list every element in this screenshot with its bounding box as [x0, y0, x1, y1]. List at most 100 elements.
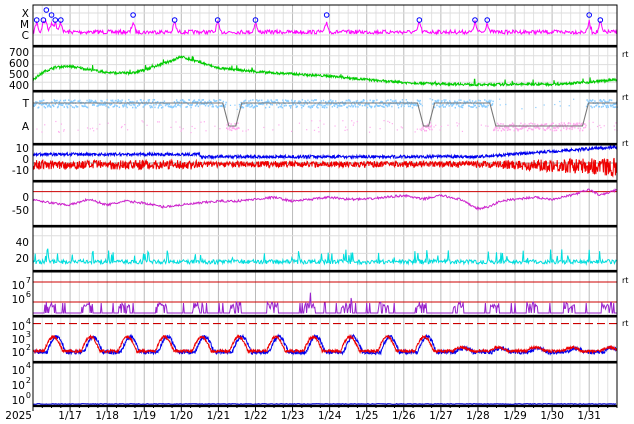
sector-point: [596, 125, 599, 128]
sector-point: [560, 129, 562, 132]
sector-point: [354, 104, 356, 106]
sector-point: [590, 105, 592, 108]
sector-point: [359, 103, 361, 106]
sector-point: [247, 104, 250, 106]
sector-point: [182, 99, 184, 101]
sector-point: [312, 100, 315, 102]
sector-point: [391, 100, 394, 102]
sector-point: [278, 124, 280, 126]
sector-point: [96, 105, 98, 107]
sector-point: [158, 104, 161, 107]
sector-point: [597, 102, 599, 105]
sector-point: [352, 105, 355, 107]
sector-point: [571, 128, 573, 131]
y-tick-exponent: 0: [26, 391, 31, 400]
sector-point: [371, 105, 373, 108]
sector-point: [531, 128, 533, 131]
sector-point: [179, 126, 181, 128]
sector-point: [128, 103, 131, 106]
sector-point: [268, 100, 270, 103]
sector-point: [217, 106, 220, 108]
sector-point: [385, 100, 388, 102]
sector-point: [592, 121, 594, 123]
sector-point: [148, 100, 150, 103]
sector-point: [218, 99, 221, 101]
sector-point: [248, 100, 250, 102]
sector-point: [309, 106, 312, 109]
sector-point: [138, 102, 140, 105]
sector-point: [174, 104, 176, 107]
sector-point: [566, 127, 568, 129]
sector-point: [312, 104, 314, 107]
sector-point: [58, 130, 60, 133]
sector-point: [113, 101, 115, 104]
sector-point: [595, 104, 598, 107]
sector-point: [133, 101, 135, 103]
sector-point: [275, 99, 277, 101]
y-tick-exponent: 3: [26, 330, 31, 339]
sector-point: [610, 99, 613, 102]
sector-point: [433, 126, 435, 128]
sector-point: [504, 126, 506, 129]
sector-point: [607, 106, 609, 108]
sector-point: [424, 129, 426, 132]
sector-point: [537, 126, 539, 129]
sector-point: [390, 99, 392, 101]
sector-point: [224, 103, 227, 106]
sector-point: [317, 106, 319, 109]
sector-point: [241, 106, 243, 108]
flare-marker: [252, 17, 259, 23]
y-tick-label: A: [22, 121, 30, 133]
sector-point: [110, 103, 113, 106]
sector-point: [205, 130, 207, 132]
sector-point: [142, 106, 144, 108]
flare-marker: [52, 17, 59, 23]
sector-point: [577, 127, 579, 130]
sector-point: [121, 104, 124, 107]
sector-point: [521, 126, 523, 129]
sector-point: [414, 131, 416, 133]
sector-point: [421, 105, 423, 107]
sector-point: [167, 103, 169, 105]
sector-point: [251, 104, 253, 107]
sector-point: [298, 102, 301, 105]
sector-point: [400, 126, 402, 128]
sector-point: [58, 103, 60, 106]
sector-point: [227, 128, 229, 131]
sector-point: [458, 99, 460, 102]
sector-point: [522, 124, 524, 126]
sector-point: [59, 99, 62, 102]
sector-point: [208, 101, 210, 104]
sector-point: [323, 123, 325, 125]
y-tick-exponent: 6: [26, 290, 31, 299]
sector-point: [280, 105, 282, 108]
sector-point: [277, 106, 280, 109]
sector-point: [239, 106, 241, 108]
sector-point: [332, 100, 334, 102]
sector-point: [141, 120, 143, 122]
sector-point: [346, 129, 348, 131]
sector-point: [239, 104, 242, 106]
sector-point: [445, 99, 447, 101]
sector-point: [456, 101, 459, 103]
sector-point: [182, 128, 184, 130]
sector-point: [477, 103, 479, 105]
sector-point: [432, 103, 434, 105]
sector-point: [601, 100, 603, 103]
sector-point: [236, 108, 238, 110]
sector-point: [353, 102, 356, 105]
sector-point: [583, 127, 585, 129]
sector-point: [544, 123, 546, 126]
sector-point: [175, 105, 177, 108]
y-tick-label: 10: [12, 280, 25, 292]
sector-point: [429, 122, 431, 124]
sector-point: [258, 103, 260, 106]
sector-point: [234, 128, 237, 131]
sector-point: [302, 104, 304, 107]
sector-point: [460, 99, 462, 102]
sector-point: [579, 129, 581, 132]
sector-point: [484, 99, 486, 101]
sector-point: [357, 103, 360, 106]
flare-marker: [484, 17, 491, 23]
sector-point: [368, 103, 370, 106]
